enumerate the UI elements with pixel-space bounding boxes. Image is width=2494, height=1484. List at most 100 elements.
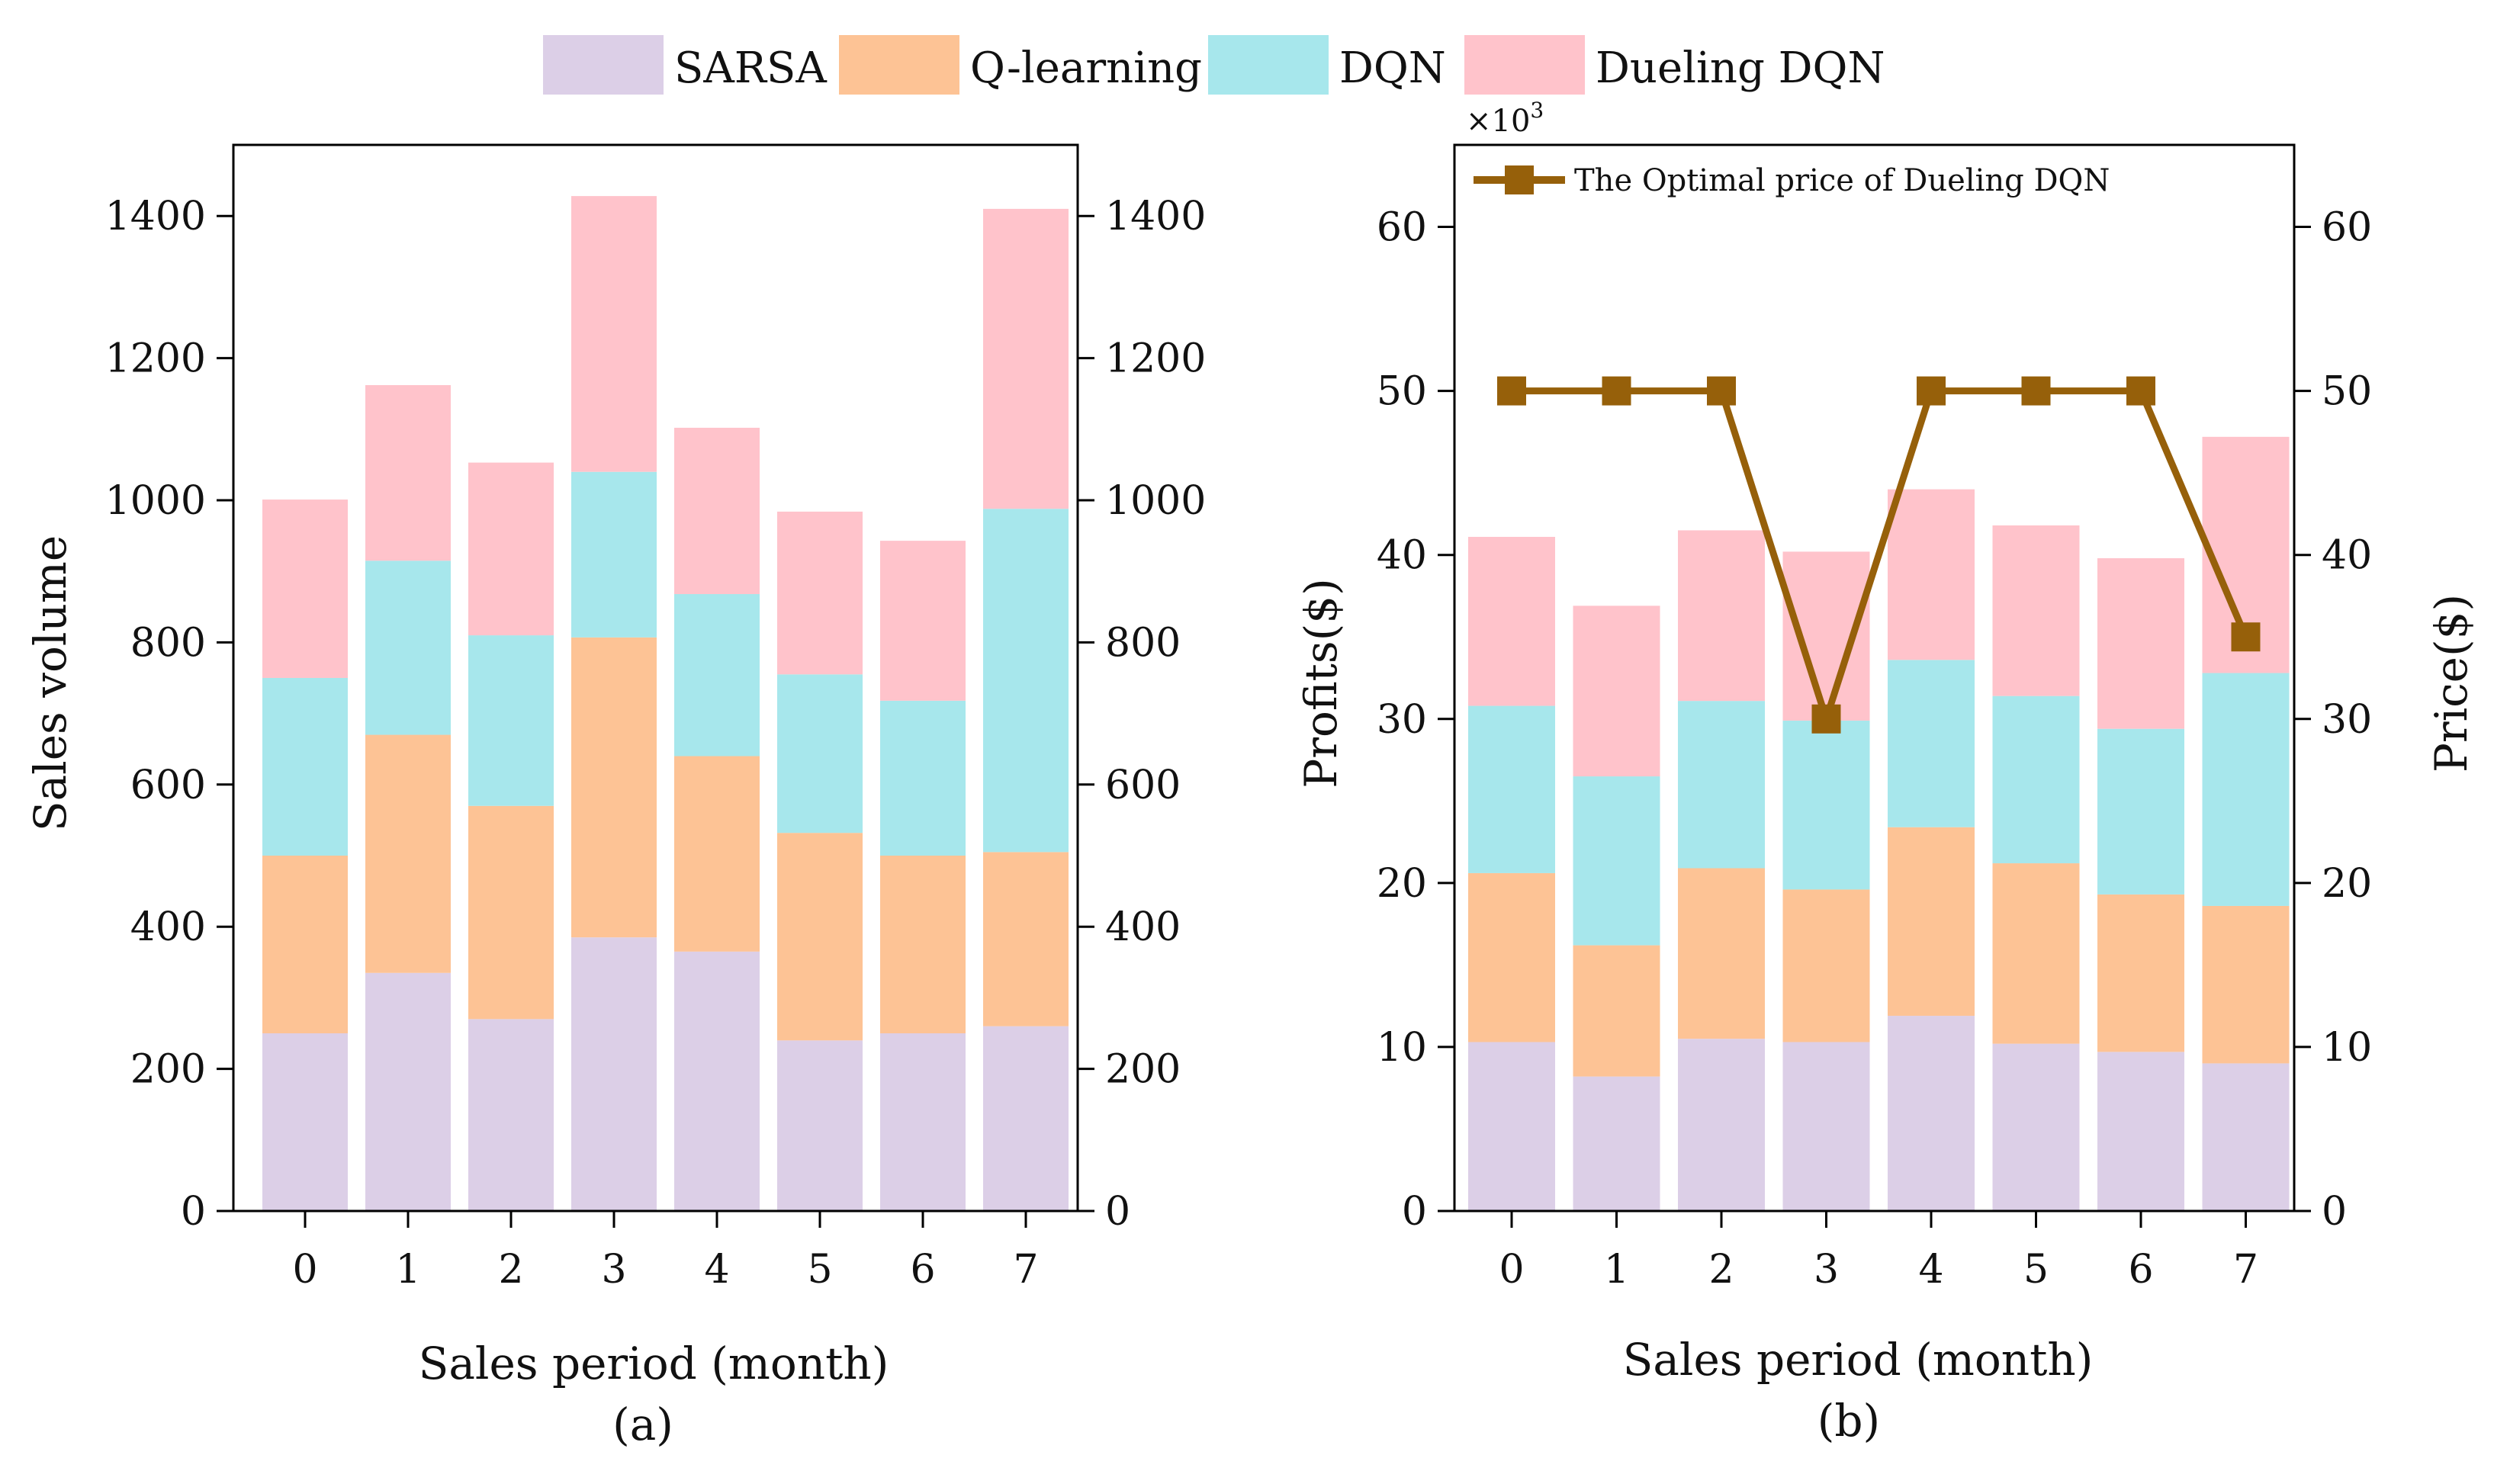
bar-b-sarsa-2 [1678, 1039, 1765, 1211]
bar-a-q-learning-0 [262, 856, 348, 1033]
ytick-label-b: 50 [1377, 369, 1427, 415]
ytick-label-a: 800 [130, 620, 206, 666]
bar-a-q-learning-3 [571, 637, 657, 938]
bar-a-sarsa-5 [777, 1040, 863, 1211]
y2tick-label-a: 800 [1105, 620, 1181, 666]
bar-b-dueling-dqn-4 [1888, 489, 1975, 660]
price-marker-6 [2126, 376, 2155, 406]
xtick-label-b: 4 [1918, 1247, 1943, 1293]
xtick-label-a: 3 [601, 1247, 626, 1293]
panel-b-xlabel: Sales period (month) [1623, 1334, 2094, 1386]
bar-b-dueling-dqn-3 [1782, 551, 1870, 721]
ytick-label-b: 40 [1377, 533, 1427, 579]
price-marker-0 [1497, 376, 1526, 406]
panel-b-y2label: Price($) [2425, 594, 2477, 773]
panel-b-axes: 0 10 20 30 40 50 60 0 10 20 30 40 50 60 0 1 2 3 4 5 6 7 [1377, 143, 2372, 1293]
y2tick-label-a: 600 [1105, 763, 1181, 808]
bar-b-sarsa-4 [1888, 1016, 1975, 1211]
y2tick-label-b: 50 [2322, 369, 2372, 415]
bar-b-sarsa-5 [1992, 1043, 2080, 1211]
y2tick-label-a: 1400 [1105, 194, 1206, 239]
bar-b-sarsa-1 [1573, 1076, 1660, 1211]
ytick-label-b: 0 [1402, 1189, 1427, 1235]
plot-frame-a [232, 143, 1079, 1213]
price-marker-2 [1707, 376, 1736, 406]
xtick-label-a: 1 [395, 1247, 420, 1293]
bar-b-q-learning-1 [1573, 945, 1660, 1077]
bar-a-dqn-4 [674, 594, 760, 756]
bar-a-dqn-3 [571, 471, 657, 638]
legend-swatch-q-learning [839, 35, 959, 95]
bar-b-sarsa-3 [1782, 1042, 1870, 1211]
bar-a-q-learning-6 [880, 856, 966, 1033]
xtick-label-a: 0 [292, 1247, 317, 1293]
bar-a-dqn-1 [365, 561, 451, 735]
y2tick-label-b: 60 [2322, 205, 2372, 251]
bar-b-sarsa-7 [2202, 1063, 2290, 1211]
bar-b-dueling-dqn-6 [2097, 557, 2184, 729]
bar-a-dqn-0 [262, 678, 348, 856]
ytick-label-a: 1400 [105, 194, 206, 239]
bar-a-dqn-7 [983, 509, 1069, 853]
bar-b-dqn-6 [2097, 728, 2184, 895]
ytick-label-a: 400 [130, 904, 206, 950]
ytick-label-a: 200 [130, 1047, 206, 1093]
bar-b-q-learning-7 [2202, 905, 2290, 1064]
legend-label-q-learning: Q-learning [970, 43, 1202, 93]
price-legend-label: The Optimal price of Dueling DQN [1574, 163, 2110, 198]
legend-label-dueling-dqn: Dueling DQN [1596, 43, 1885, 93]
xtick-label-a: 2 [498, 1247, 523, 1293]
y2tick-label-a: 1000 [1105, 478, 1206, 524]
price-marker-5 [2021, 376, 2051, 406]
bar-a-dqn-6 [880, 700, 966, 856]
price-line-path [1512, 387, 2249, 723]
panel-b-multiplier: ×103 [1466, 98, 1544, 139]
bar-b-dqn-2 [1678, 701, 1765, 869]
bar-a-sarsa-6 [880, 1033, 966, 1211]
bar-a-dqn-5 [777, 674, 863, 834]
xtick-label-b: 3 [1814, 1247, 1839, 1293]
price-marker-3 [1811, 704, 1841, 734]
bar-a-sarsa-1 [365, 972, 451, 1211]
y2tick-label-a: 1200 [1105, 336, 1206, 382]
xtick-label-b: 6 [2128, 1247, 2153, 1293]
legend-label-sarsa: SARSA [674, 43, 827, 93]
y2tick-label-a: 200 [1105, 1047, 1181, 1093]
y2tick-label-b: 10 [2322, 1025, 2372, 1071]
panel-b-multiplier-exp: 3 [1530, 98, 1544, 123]
price-legend-marker [1505, 165, 1534, 194]
plot-frame-b [1453, 143, 2296, 1213]
bar-b-dqn-1 [1573, 776, 1660, 946]
price-marker-4 [1917, 376, 1946, 406]
bar-a-sarsa-3 [571, 937, 657, 1211]
bar-a-dueling-dqn-3 [571, 196, 657, 472]
bar-a-q-learning-7 [983, 852, 1069, 1026]
bar-b-q-learning-3 [1782, 889, 1870, 1042]
ytick-label-b: 10 [1377, 1025, 1427, 1071]
bar-a-dueling-dqn-7 [983, 208, 1069, 509]
panel-b-bars [1468, 436, 2290, 1211]
y2tick-label-a: 0 [1105, 1189, 1130, 1235]
bar-a-q-learning-4 [674, 756, 760, 952]
ytick-label-b: 20 [1377, 861, 1427, 907]
xtick-label-b: 7 [2233, 1247, 2258, 1293]
y2tick-label-a: 400 [1105, 904, 1181, 950]
ytick-label-a: 600 [130, 763, 206, 808]
ytick-label-a: 1000 [105, 478, 206, 524]
bar-b-q-learning-2 [1678, 868, 1765, 1039]
bar-b-sarsa-6 [2097, 1052, 2184, 1211]
bar-b-q-learning-5 [1992, 863, 2080, 1044]
xtick-label-a: 5 [807, 1247, 832, 1293]
bar-a-dqn-2 [468, 635, 554, 806]
bar-b-dueling-dqn-0 [1468, 537, 1555, 706]
bar-a-dueling-dqn-0 [262, 499, 348, 678]
ytick-label-b: 60 [1377, 205, 1427, 251]
legend: SARSA Q-learning DQN Dueling DQN [543, 35, 1885, 95]
xtick-label-b: 5 [2023, 1247, 2049, 1293]
xtick-label-b: 1 [1604, 1247, 1629, 1293]
bar-a-q-learning-1 [365, 734, 451, 973]
bar-b-q-learning-4 [1888, 827, 1975, 1017]
panel-a-axes: 0 200 400 600 800 1000 1200 1400 0 200 400 600 800 10… [105, 143, 1206, 1293]
